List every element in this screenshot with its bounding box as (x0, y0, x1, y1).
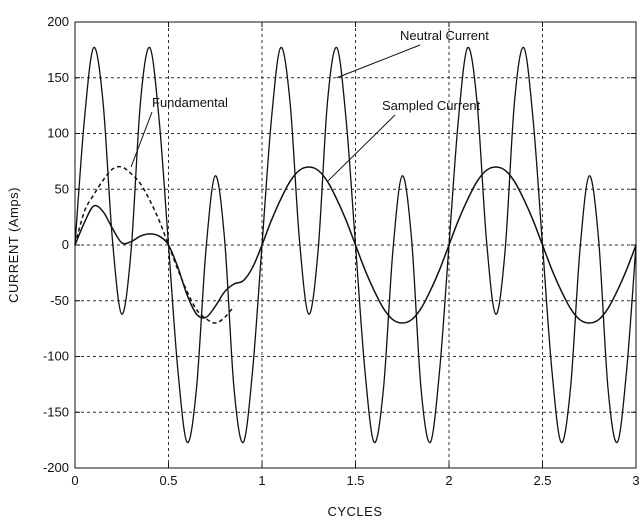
x-tick-label: 3 (632, 473, 639, 488)
y-tick-label: 150 (47, 70, 69, 85)
x-axis-label: CYCLES (327, 504, 382, 519)
series-layer (74, 46, 637, 444)
y-tick-label: 50 (55, 181, 69, 196)
y-tick-labels: -200 -150 -100 -50 0 50 100 150 200 (43, 14, 69, 475)
y-tick-label: 200 (47, 14, 69, 29)
y-tick-label: -100 (43, 349, 69, 364)
annotation-sampled-current: Sampled Current (382, 98, 481, 113)
y-axis-label: CURRENT (Amps) (6, 187, 21, 303)
annotation-fundamental: Fundamental (152, 95, 228, 110)
x-tick-label: 1.5 (346, 473, 364, 488)
x-tick-label: 2 (445, 473, 452, 488)
y-tick-label: -200 (43, 460, 69, 475)
y-tick-label: 100 (47, 126, 69, 141)
x-tick-labels: 0 0.5 1 1.5 2 2.5 3 (71, 473, 639, 488)
x-tick-label: 0.5 (159, 473, 177, 488)
y-tick-label: -50 (50, 293, 69, 308)
x-tick-label: 2.5 (533, 473, 551, 488)
series-sampled-current (74, 166, 637, 324)
annotations: Neutral Current Fundamental Sampled Curr… (130, 28, 489, 182)
plot-frame (74, 21, 637, 469)
annotation-line-fundamental (130, 111, 153, 168)
annotation-neutral-current: Neutral Current (400, 28, 489, 43)
annotation-line-sampled (327, 114, 396, 182)
x-tick-label: 1 (258, 473, 265, 488)
annotation-line-neutral (336, 44, 421, 79)
x-tick-label: 0 (71, 473, 78, 488)
y-tick-label: -150 (43, 404, 69, 419)
y-tick-label: 0 (62, 237, 69, 252)
series-fundamental (74, 165, 235, 324)
